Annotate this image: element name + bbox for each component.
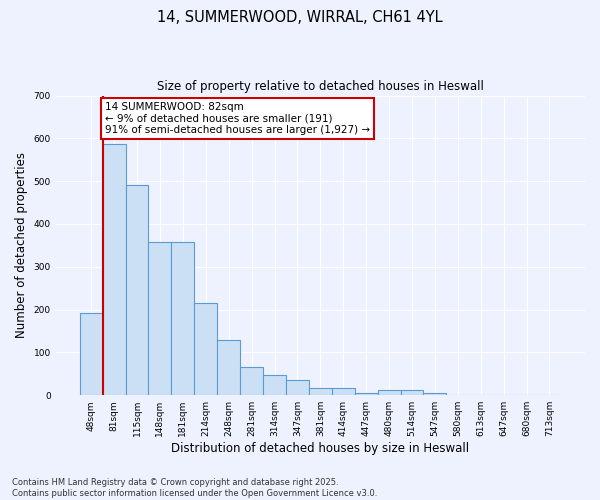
Bar bbox=[286, 380, 309, 395]
Bar bbox=[332, 388, 355, 395]
Bar bbox=[240, 368, 263, 395]
Bar bbox=[355, 392, 377, 395]
Bar bbox=[148, 242, 172, 395]
Text: Contains HM Land Registry data © Crown copyright and database right 2025.
Contai: Contains HM Land Registry data © Crown c… bbox=[12, 478, 377, 498]
Text: 14 SUMMERWOOD: 82sqm
← 9% of detached houses are smaller (191)
91% of semi-detac: 14 SUMMERWOOD: 82sqm ← 9% of detached ho… bbox=[105, 102, 370, 135]
Title: Size of property relative to detached houses in Heswall: Size of property relative to detached ho… bbox=[157, 80, 484, 93]
Bar bbox=[103, 144, 125, 395]
Bar bbox=[309, 388, 332, 395]
Bar bbox=[263, 374, 286, 395]
Bar bbox=[80, 312, 103, 395]
Bar bbox=[172, 242, 194, 395]
Bar bbox=[217, 340, 240, 395]
Bar bbox=[125, 186, 148, 395]
Bar bbox=[194, 302, 217, 395]
Y-axis label: Number of detached properties: Number of detached properties bbox=[15, 152, 28, 338]
X-axis label: Distribution of detached houses by size in Heswall: Distribution of detached houses by size … bbox=[171, 442, 469, 455]
Bar bbox=[377, 390, 401, 395]
Bar bbox=[424, 392, 446, 395]
Bar bbox=[401, 390, 424, 395]
Text: 14, SUMMERWOOD, WIRRAL, CH61 4YL: 14, SUMMERWOOD, WIRRAL, CH61 4YL bbox=[157, 10, 443, 25]
